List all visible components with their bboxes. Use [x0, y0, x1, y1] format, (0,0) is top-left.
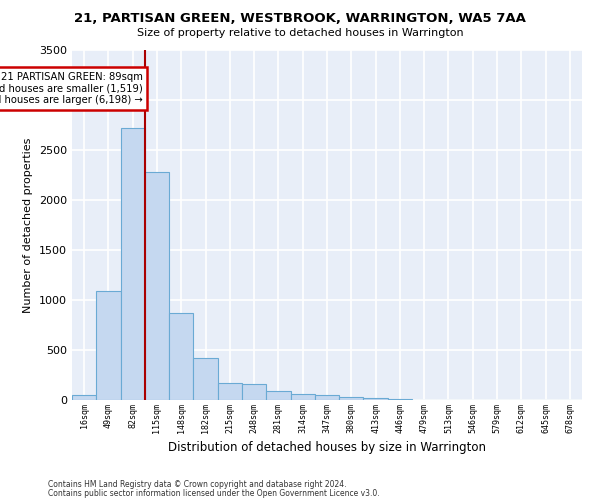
Bar	[121, 128, 145, 400]
Text: Size of property relative to detached houses in Warrington: Size of property relative to detached ho…	[137, 28, 463, 38]
Text: Contains public sector information licensed under the Open Government Licence v3: Contains public sector information licen…	[48, 488, 380, 498]
Bar	[169, 313, 193, 400]
Bar	[72, 394, 96, 400]
Bar	[96, 291, 121, 400]
Bar	[193, 358, 218, 400]
Text: 21 PARTISAN GREEN: 89sqm
← 19% of detached houses are smaller (1,519)
79% of sem: 21 PARTISAN GREEN: 89sqm ← 19% of detach…	[0, 72, 142, 105]
Text: Contains HM Land Registry data © Crown copyright and database right 2024.: Contains HM Land Registry data © Crown c…	[48, 480, 347, 489]
Y-axis label: Number of detached properties: Number of detached properties	[23, 138, 34, 312]
Text: 21, PARTISAN GREEN, WESTBROOK, WARRINGTON, WA5 7AA: 21, PARTISAN GREEN, WESTBROOK, WARRINGTO…	[74, 12, 526, 26]
Bar	[242, 384, 266, 400]
Bar	[339, 396, 364, 400]
Bar	[218, 383, 242, 400]
Bar	[145, 172, 169, 400]
Bar	[290, 394, 315, 400]
Bar	[388, 399, 412, 400]
Bar	[364, 398, 388, 400]
Bar	[315, 394, 339, 400]
X-axis label: Distribution of detached houses by size in Warrington: Distribution of detached houses by size …	[168, 441, 486, 454]
Bar	[266, 390, 290, 400]
